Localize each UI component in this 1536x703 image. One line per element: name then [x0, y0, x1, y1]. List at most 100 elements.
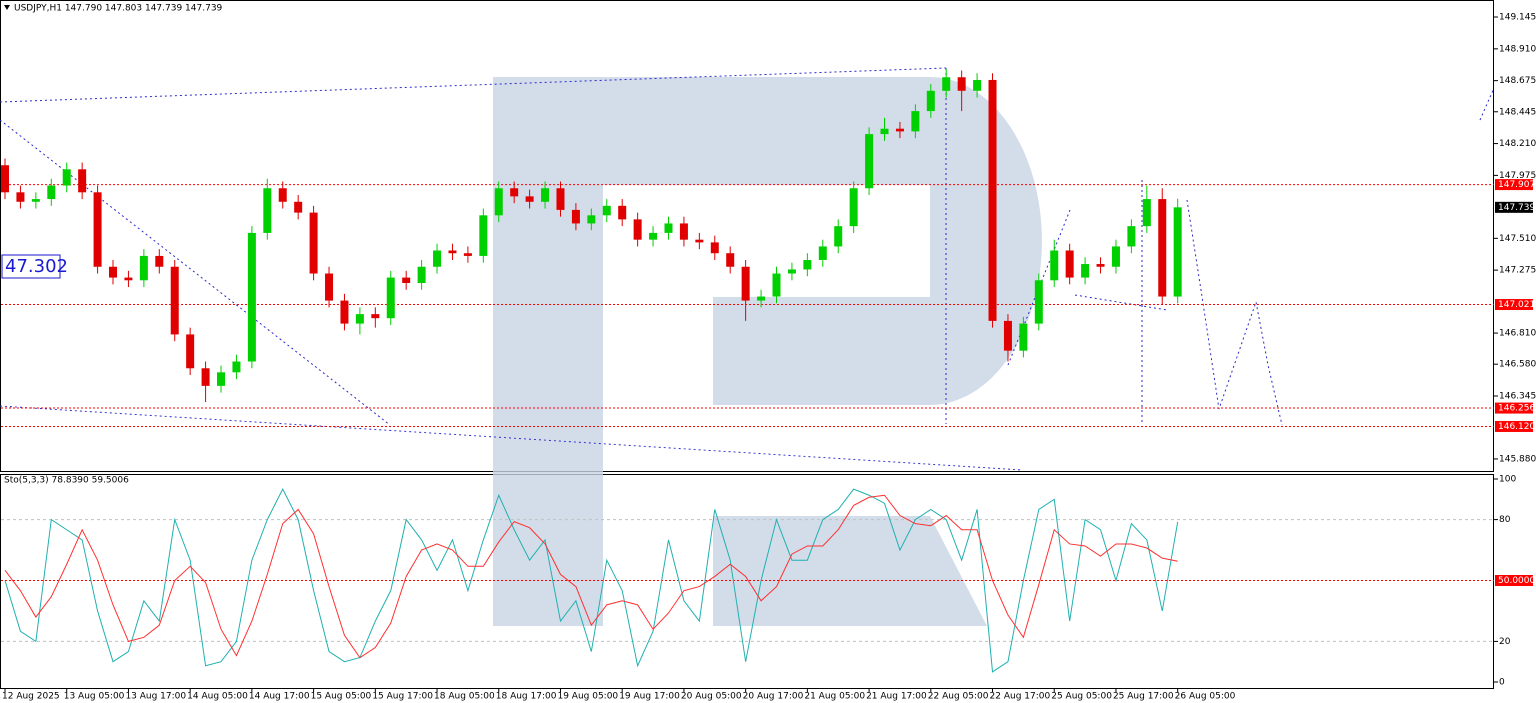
candle-body	[1003, 320, 1012, 351]
x-tick-label: 20 Aug 05:00	[681, 692, 742, 702]
annotation-box	[1, 254, 61, 279]
candle-body	[880, 128, 889, 135]
candle-body	[510, 188, 519, 197]
candle-body	[602, 205, 611, 216]
candle-body	[309, 212, 318, 274]
x-tick-label: 21 Aug 05:00	[804, 692, 865, 702]
forecast-path	[1186, 199, 1283, 426]
candle-body	[556, 188, 565, 210]
y-tick-label: 148.445	[1499, 107, 1536, 117]
x-tick-label: 25 Aug 17:00	[1113, 692, 1174, 702]
level-tag	[1495, 299, 1533, 311]
candle-body	[124, 277, 133, 281]
x-tick-label: 13 Aug 05:00	[64, 692, 125, 702]
level-label: 146.120	[1498, 422, 1535, 432]
candle-body	[433, 250, 442, 267]
x-tick-label: 25 Aug 05:00	[1051, 692, 1112, 702]
x-tick-label: 26 Aug 05:00	[1175, 692, 1236, 702]
candle-body	[865, 134, 874, 189]
candle-body	[942, 77, 951, 91]
y-tick-label: 0	[1499, 678, 1505, 688]
candle-body	[494, 188, 503, 216]
trend-line	[1074, 294, 1168, 311]
candle-body	[78, 169, 87, 193]
level-tag	[1495, 420, 1533, 432]
candle-body	[479, 215, 488, 256]
indicator-line	[4, 488, 1179, 673]
candle-body	[649, 232, 658, 240]
candle-body	[386, 277, 395, 319]
x-tick-label: 15 Aug 17:00	[372, 692, 433, 702]
candle-body	[541, 188, 550, 202]
candle-body	[1019, 323, 1028, 351]
candle-body	[155, 255, 164, 267]
candle-body	[803, 259, 812, 270]
y-tick-label: 145.880	[1499, 454, 1536, 464]
candle-body	[618, 205, 627, 220]
candle-body	[1127, 226, 1136, 247]
x-tick-label: 12 Aug 2025	[2, 692, 60, 702]
candle-body	[757, 296, 766, 301]
candle-body	[278, 188, 287, 202]
x-tick-label: 19 Aug 17:00	[619, 692, 680, 702]
level-tag	[1495, 402, 1533, 414]
candle-body	[818, 246, 827, 260]
candle-body	[1034, 280, 1043, 324]
level-label: 146.256	[1498, 404, 1535, 414]
candle-body	[340, 300, 349, 324]
watermark-logo	[493, 77, 1042, 626]
y-tick-label: 80	[1499, 515, 1511, 525]
candle-body	[1173, 207, 1182, 297]
x-tick-label: 14 Aug 17:00	[249, 692, 310, 702]
candle-body	[1, 165, 9, 193]
y-tick-label: 148.210	[1499, 139, 1536, 149]
candle-body	[849, 188, 858, 227]
indicator-panel	[0, 474, 1494, 689]
candle-body	[463, 253, 472, 256]
candle-body	[695, 239, 704, 243]
y-tick-label: 147.975	[1499, 171, 1536, 181]
candle-body	[1065, 250, 1074, 278]
candle-body	[772, 273, 781, 297]
candle-body	[957, 77, 966, 91]
y-tick-label: 148.910	[1499, 44, 1536, 54]
x-tick-label: 18 Aug 17:00	[496, 692, 557, 702]
x-tick-label: 18 Aug 05:00	[434, 692, 495, 702]
candle-body	[371, 314, 380, 319]
candle-body	[926, 90, 935, 112]
level-label: 147.907	[1498, 180, 1535, 190]
level-label: 147.021	[1498, 300, 1535, 310]
menu-arrow	[4, 5, 10, 10]
candle-body	[31, 199, 40, 202]
candle-body	[1142, 199, 1151, 227]
y-tick-label: 100	[1499, 475, 1516, 485]
candle-body	[62, 169, 71, 186]
y-tick-label: 146.810	[1499, 329, 1536, 339]
candle-body	[973, 79, 982, 91]
candle-body	[170, 266, 179, 335]
candle-body	[633, 219, 642, 240]
candle-body	[587, 215, 596, 224]
candle-body	[895, 128, 904, 132]
candle-body	[1081, 264, 1090, 278]
x-tick-label: 14 Aug 05:00	[187, 692, 248, 702]
candle-body	[247, 232, 256, 362]
trend-line	[1479, 87, 1495, 121]
indicator-line	[4, 494, 1178, 659]
candle-body	[726, 253, 735, 267]
level-label: 50.0000	[1498, 576, 1535, 586]
chart-title: USDJPY,H1 147.790 147.803 147.739 147.73…	[14, 4, 223, 14]
candle-body	[664, 223, 673, 233]
annotation-text: 47.302	[5, 256, 68, 277]
candle-body	[787, 269, 796, 274]
candle-body	[417, 266, 426, 283]
candle-body	[186, 334, 195, 369]
candle-body	[525, 196, 534, 202]
candle-body	[294, 201, 303, 213]
x-tick-label: 21 Aug 17:00	[866, 692, 927, 702]
y-tick-label: 147.275	[1499, 266, 1536, 276]
candle-body	[232, 361, 241, 373]
y-tick-label: 20	[1499, 637, 1511, 647]
candle-body	[16, 192, 25, 202]
